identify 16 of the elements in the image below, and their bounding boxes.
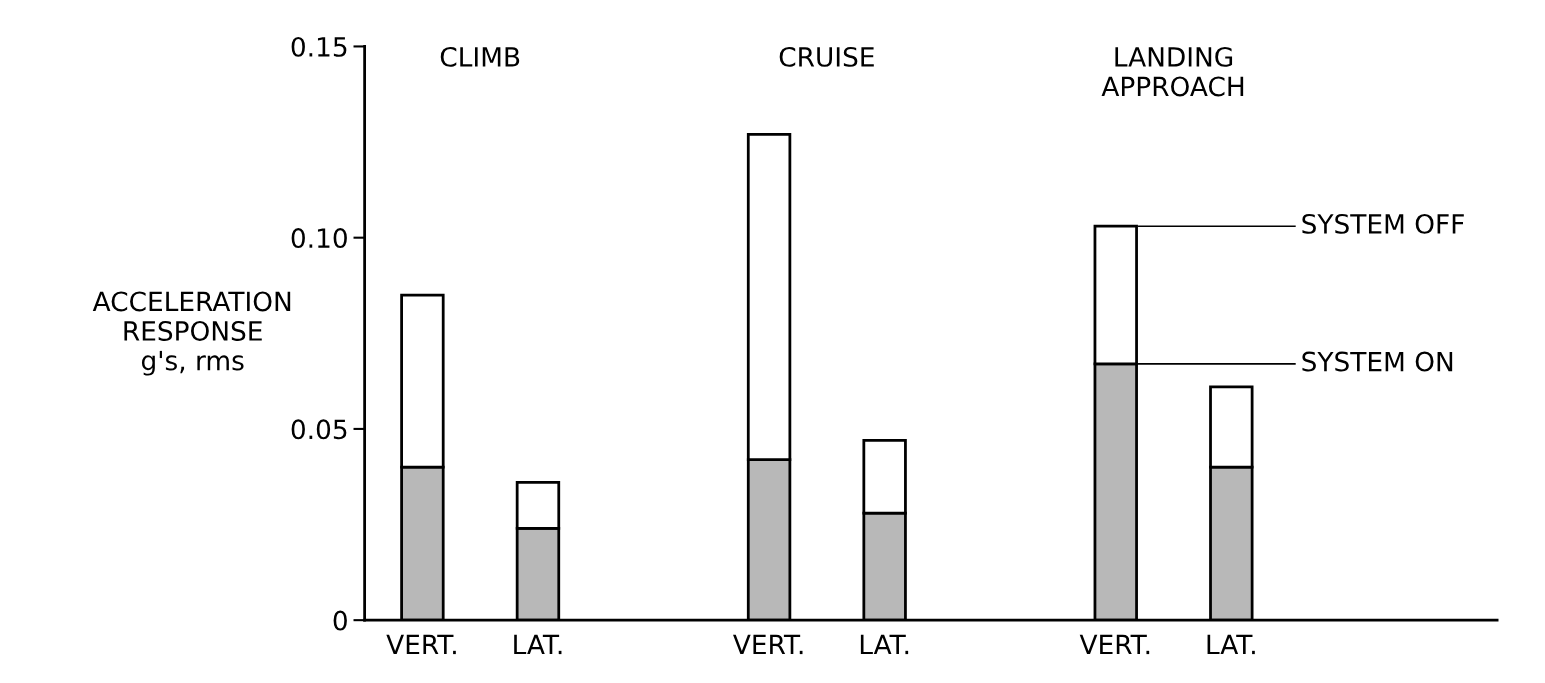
annotation: CRUISE [779,46,874,67]
y-tick-label: 0 [333,610,347,631]
x-tick-label: VERT. [733,634,803,655]
y-tick-label: 0.15 [291,36,347,57]
annotation: CLIMB [440,46,520,67]
y-tick-label: 0.10 [291,228,347,249]
y-tick-label: 0.05 [291,419,347,440]
x-tick-label: LAT. [514,634,562,655]
x-tick-label: VERT. [386,634,456,655]
text: SYSTEM ON [1302,351,1453,372]
x-tick-label: LAT. [860,634,909,655]
text: SYSTEM OFF [1302,213,1464,234]
y-axis-title: ACCELERATION RESPONSE g's, rms [92,291,291,376]
annotation: LANDING APPROACH [1101,46,1244,97]
x-tick-label: VERT. [1079,634,1150,655]
x-tick-label: LAT. [1207,634,1255,655]
